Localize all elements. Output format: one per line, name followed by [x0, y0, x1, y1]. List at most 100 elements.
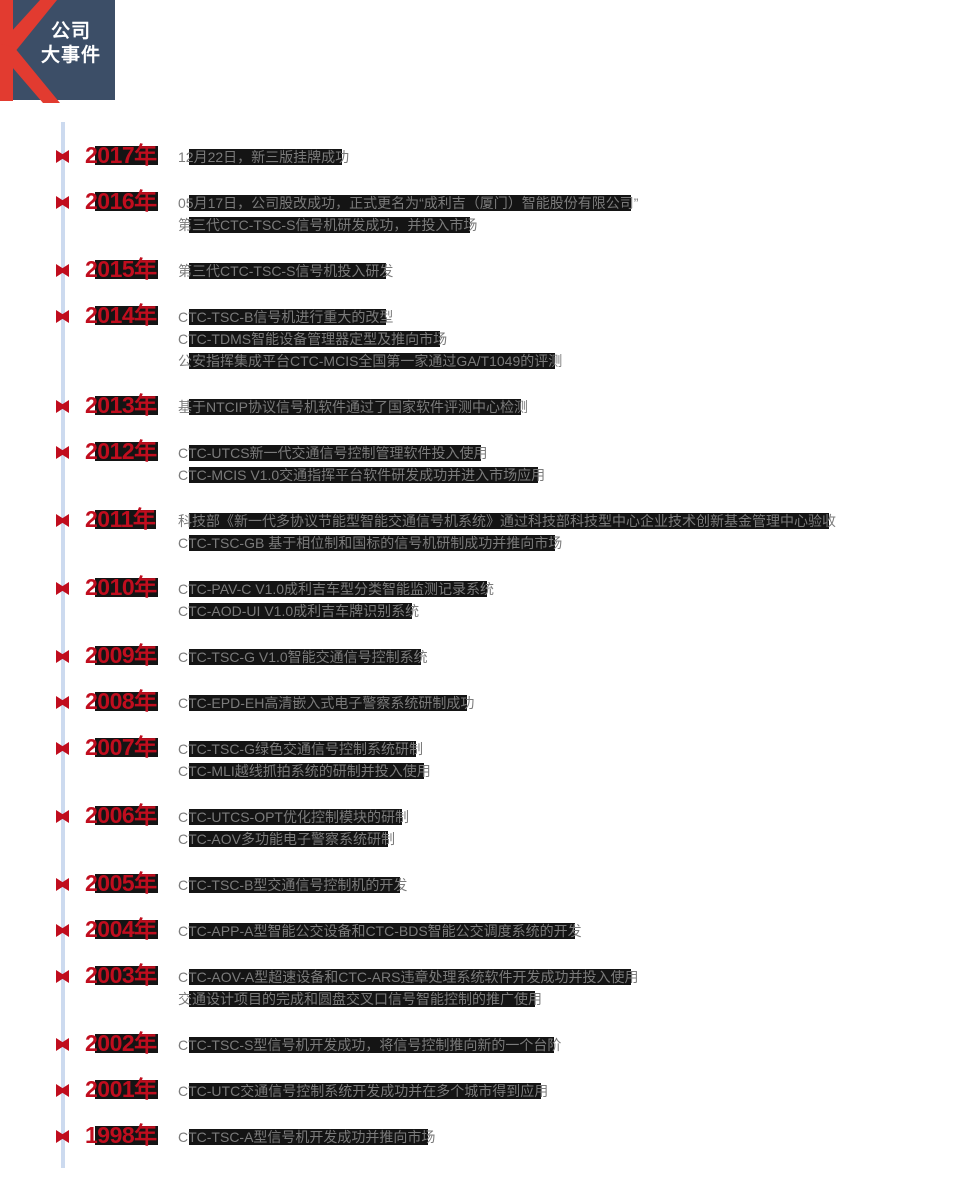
event-description: CTC-TSC-G V1.0智能交通信号控制系统	[178, 646, 960, 668]
event-description: CTC-EPD-EH高清嵌入式电子警察系统研制成功	[178, 692, 960, 714]
event-description: 基于NTCIP协议信号机软件通过了国家软件评测中心检测	[178, 396, 960, 418]
event-description-text: CTC-PAV-C V1.0成利吉车型分类智能监测记录系统	[178, 581, 495, 597]
timeline-event: 2004年 CTC-APP-A型智能公交设备和CTC-BDS智能公交调度系统的开发	[0, 916, 960, 942]
year-label: 2015年	[85, 256, 158, 282]
year-marker-icon	[56, 264, 69, 277]
year-marker-icon	[56, 582, 69, 595]
timeline-event: 2012年 CTC-UTCS新一代交通信号控制管理软件投入使用 CTC-MCIS V…	[0, 438, 960, 486]
event-description: CTC-TDMS智能设备管理器定型及推向市场	[178, 328, 960, 350]
event-description-lines: CTC-TSC-G绿色交通信号控制系统研制 CTC-MLI越线抓拍系统的研制并投入…	[178, 738, 960, 782]
logo-title-line1: 公司	[50, 21, 91, 42]
event-description-text: 公安指挥集成平台CTC-MCIS全国第一家通过GA/T1049的评测	[178, 353, 563, 369]
event-description-text: CTC-AOV-A型超速设备和CTC-ARS违章处理系统软件开发成功并投入使用	[178, 969, 639, 985]
event-description-lines: CTC-TSC-G V1.0智能交通信号控制系统	[178, 646, 960, 668]
timeline-event: 1998年 CTC-TSC-A型信号机开发成功并推向市场	[0, 1122, 960, 1148]
event-description-text: CTC-TSC-A型信号机开发成功并推向市场	[178, 1129, 436, 1145]
event-description-lines: 12月22日，新三版挂牌成功	[178, 146, 960, 168]
event-description: CTC-TSC-B信号机进行重大的改型	[178, 306, 960, 328]
event-description-text: 05月17日，公司股改成功，正式更名为“成利吉（厦门）智能股份有限公司”	[178, 195, 639, 211]
timeline-event: 2007年 CTC-TSC-G绿色交通信号控制系统研制 CTC-MLI越线抓拍系统的…	[0, 734, 960, 782]
timeline-event: 2013年 基于NTCIP协议信号机软件通过了国家软件评测中心检测	[0, 392, 960, 418]
timeline-event: 2008年 CTC-EPD-EH高清嵌入式电子警察系统研制成功	[0, 688, 960, 714]
year-label: 2006年	[85, 802, 158, 828]
event-description-text: CTC-UTC交通信号控制系统开发成功并在多个城市得到应用	[178, 1083, 549, 1099]
event-description: CTC-TSC-B型交通信号控制机的开发	[178, 874, 960, 896]
year-label: 1998年	[85, 1122, 158, 1148]
year-label: 2005年	[85, 870, 158, 896]
event-description-text: 基于NTCIP协议信号机软件通过了国家软件评测中心检测	[178, 399, 528, 415]
event-description: CTC-AOD-UI V1.0成利吉车牌识别系统	[178, 600, 960, 622]
year-marker-icon	[56, 446, 69, 459]
event-description-lines: CTC-TSC-S型信号机开发成功，将信号控制推向新的一个台阶	[178, 1034, 960, 1056]
event-description: 交通设计项目的完成和圆盘交叉口信号智能控制的推广使用	[178, 988, 960, 1010]
year-label: 2004年	[85, 916, 158, 942]
event-description-lines: CTC-AOV-A型超速设备和CTC-ARS违章处理系统软件开发成功并投入使用交…	[178, 966, 960, 1010]
event-description-text: CTC-UTCS新一代交通信号控制管理软件投入使用	[178, 445, 488, 461]
event-description-text: CTC-TSC-S型信号机开发成功，将信号控制推向新的一个台阶	[178, 1037, 562, 1053]
event-description: CTC-APP-A型智能公交设备和CTC-BDS智能公交调度系统的开发	[178, 920, 960, 942]
timeline-event: 2011年 科技部《新一代多协议节能型智能交通信号机系统》通过科技部科技型中心企业…	[0, 506, 960, 554]
timeline-event: 2010年 CTC-PAV-C V1.0成利吉车型分类智能监测记录系统 CTC-AO…	[0, 574, 960, 622]
year-marker-icon	[56, 878, 69, 891]
event-description-lines: CTC-APP-A型智能公交设备和CTC-BDS智能公交调度系统的开发	[178, 920, 960, 942]
year-label: 2011年	[85, 506, 157, 532]
year-marker-icon	[56, 150, 69, 163]
event-description-text: CTC-EPD-EH高清嵌入式电子警察系统研制成功	[178, 695, 475, 711]
timeline-event: 2002年 CTC-TSC-S型信号机开发成功，将信号控制推向新的一个台阶	[0, 1030, 960, 1056]
event-description-lines: 第三代CTC-TSC-S信号机投入研发	[178, 260, 960, 282]
year-marker-icon	[56, 1038, 69, 1051]
event-description-text: CTC-AOD-UI V1.0成利吉车牌识别系统	[178, 603, 420, 619]
event-description-text: 科技部《新一代多协议节能型智能交通信号机系统》通过科技部科技型中心企业技术创新基…	[178, 513, 836, 529]
timeline-event: 2014年 CTC-TSC-B信号机进行重大的改型 CTC-TDMS智能设备管理器定…	[0, 302, 960, 372]
timeline-event: 2001年 CTC-UTC交通信号控制系统开发成功并在多个城市得到应用	[0, 1076, 960, 1102]
event-description-lines: CTC-UTCS新一代交通信号控制管理软件投入使用 CTC-MCIS V1.0交通…	[178, 442, 960, 486]
event-description: CTC-TSC-G绿色交通信号控制系统研制	[178, 738, 960, 760]
year-label: 2008年	[85, 688, 158, 714]
year-marker-icon	[56, 970, 69, 983]
event-description: CTC-TSC-A型信号机开发成功并推向市场	[178, 1126, 960, 1148]
event-description: CTC-AOV-A型超速设备和CTC-ARS违章处理系统软件开发成功并投入使用	[178, 966, 960, 988]
timeline-event: 2016年 05月17日，公司股改成功，正式更名为“成利吉（厦门）智能股份有限公司…	[0, 188, 960, 236]
timeline-event: 2003年 CTC-AOV-A型超速设备和CTC-ARS违章处理系统软件开发成功并…	[0, 962, 960, 1010]
event-description-lines: CTC-TSC-A型信号机开发成功并推向市场	[178, 1126, 960, 1148]
year-marker-icon	[56, 310, 69, 323]
event-description: CTC-PAV-C V1.0成利吉车型分类智能监测记录系统	[178, 578, 960, 600]
event-description: 第三代CTC-TSC-S信号机投入研发	[178, 260, 960, 282]
event-description-text: CTC-AOV多功能电子警察系统研制	[178, 831, 395, 847]
event-description-text: CTC-TSC-B型交通信号控制机的开发	[178, 877, 408, 893]
event-description-text: CTC-TSC-G绿色交通信号控制系统研制	[178, 741, 423, 757]
event-description-lines: CTC-TSC-B信号机进行重大的改型 CTC-TDMS智能设备管理器定型及推向市…	[178, 306, 960, 372]
event-description-text: CTC-TDMS智能设备管理器定型及推向市场	[178, 331, 448, 347]
event-description-text: CTC-APP-A型智能公交设备和CTC-BDS智能公交调度系统的开发	[178, 923, 582, 939]
event-description-text: 交通设计项目的完成和圆盘交叉口信号智能控制的推广使用	[178, 991, 542, 1007]
event-description: 05月17日，公司股改成功，正式更名为“成利吉（厦门）智能股份有限公司”	[178, 192, 960, 214]
timeline-event: 2015年 第三代CTC-TSC-S信号机投入研发	[0, 256, 960, 282]
event-description-lines: CTC-UTC交通信号控制系统开发成功并在多个城市得到应用	[178, 1080, 960, 1102]
year-label: 2017年	[85, 142, 158, 168]
year-label: 2012年	[85, 438, 158, 464]
logo-title-line2: 大事件	[40, 45, 101, 66]
year-marker-icon	[56, 514, 69, 527]
year-label: 2010年	[85, 574, 158, 600]
event-description-text: CTC-TSC-G V1.0智能交通信号控制系统	[178, 649, 428, 665]
year-label: 2002年	[85, 1030, 158, 1056]
year-marker-icon	[56, 400, 69, 413]
event-description-text: CTC-MCIS V1.0交通指挥平台软件研发成功并进入市场应用	[178, 467, 546, 483]
event-description-text: 12月22日，新三版挂牌成功	[178, 149, 350, 165]
timeline-event: 2005年 CTC-TSC-B型交通信号控制机的开发	[0, 870, 960, 896]
event-description: CTC-AOV多功能电子警察系统研制	[178, 828, 960, 850]
event-description-lines: CTC-PAV-C V1.0成利吉车型分类智能监测记录系统 CTC-AOD-UI …	[178, 578, 960, 622]
event-description-text: 第三代CTC-TSC-S信号机投入研发	[178, 263, 394, 279]
year-label: 2003年	[85, 962, 158, 988]
year-label: 2007年	[85, 734, 158, 760]
event-description: 科技部《新一代多协议节能型智能交通信号机系统》通过科技部科技型中心企业技术创新基…	[178, 510, 960, 532]
year-label: 2014年	[85, 302, 158, 328]
event-description-text: CTC-UTCS-OPT优化控制模块的研制	[178, 809, 409, 825]
year-label: 2013年	[85, 392, 158, 418]
timeline-events: 2017年 12月22日，新三版挂牌成功 2016年 05月17日，公司股改成功，正式…	[0, 142, 960, 1172]
event-description: 公安指挥集成平台CTC-MCIS全国第一家通过GA/T1049的评测	[178, 350, 960, 372]
year-marker-icon	[56, 1130, 69, 1143]
event-description: CTC-UTCS新一代交通信号控制管理软件投入使用	[178, 442, 960, 464]
event-description: CTC-UTCS-OPT优化控制模块的研制	[178, 806, 960, 828]
year-marker-icon	[56, 1084, 69, 1097]
